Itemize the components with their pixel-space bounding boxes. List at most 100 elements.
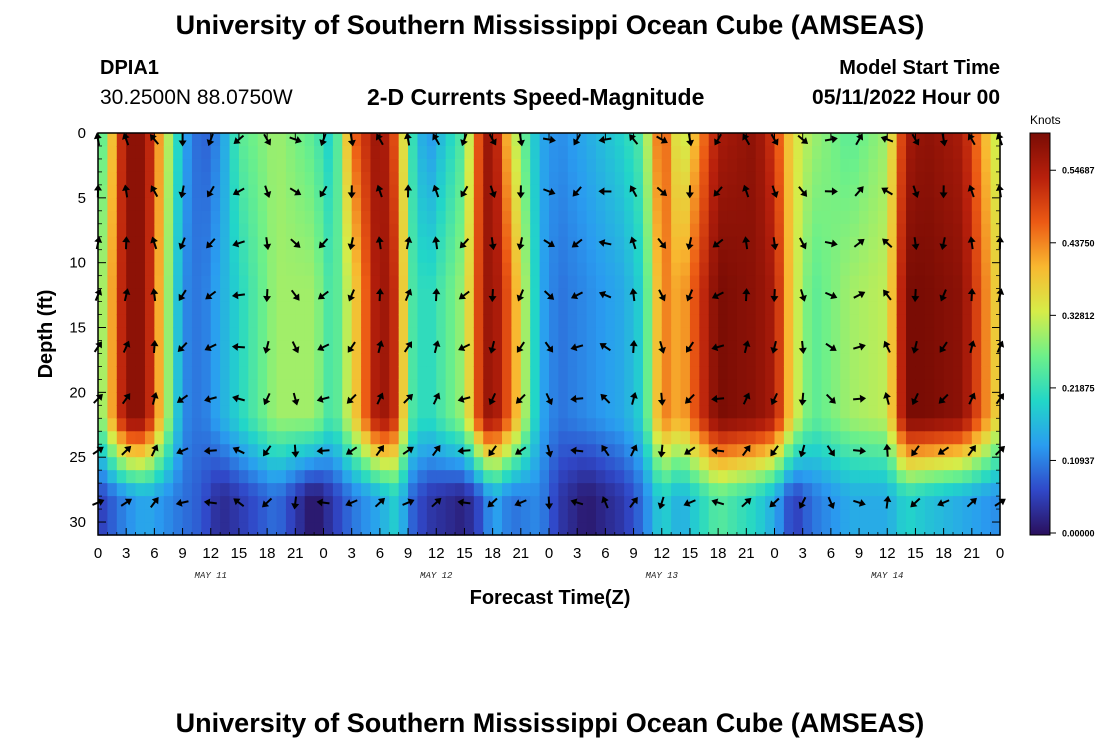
heatmap-cell: [361, 496, 372, 510]
heatmap-cell: [351, 275, 362, 290]
heatmap-cell: [934, 223, 945, 238]
heatmap-cell: [577, 314, 588, 329]
current-vector: [291, 392, 300, 406]
heatmap-cell: [276, 249, 287, 264]
heatmap-cell: [915, 431, 926, 445]
heatmap-cell: [98, 236, 108, 251]
heatmap-cell: [746, 223, 757, 238]
heatmap-cell: [238, 431, 249, 445]
heatmap-cell: [868, 288, 879, 303]
heatmap-cell: [614, 249, 625, 264]
heatmap-cell: [342, 314, 353, 329]
heatmap-cell: [595, 145, 606, 160]
heatmap-cell: [765, 133, 776, 147]
heatmap-cell: [689, 431, 700, 445]
heatmap-cell: [342, 405, 353, 419]
heatmap-cell: [924, 340, 935, 355]
heatmap-cell: [173, 133, 184, 147]
heatmap-cell: [98, 405, 108, 419]
heatmap-cell: [868, 223, 879, 238]
heatmap-cell: [595, 171, 606, 186]
heatmap-cell: [586, 353, 597, 368]
heatmap-cell: [492, 353, 503, 368]
heatmap-cell: [708, 133, 719, 147]
current-vector: [291, 444, 300, 458]
heatmap-cell: [652, 210, 663, 225]
heatmap-cell: [520, 262, 531, 277]
heatmap-cell: [896, 288, 907, 303]
heatmap-cell: [605, 457, 616, 471]
heatmap-cell: [840, 444, 851, 458]
heatmap-cell: [257, 405, 268, 419]
heatmap-cell: [821, 470, 832, 484]
heatmap-cell: [304, 444, 315, 458]
heatmap-cell: [990, 509, 1001, 523]
heatmap-cell: [201, 288, 212, 303]
heatmap-cell: [661, 379, 672, 393]
heatmap-cell: [144, 509, 155, 523]
heatmap-cell: [746, 457, 757, 471]
current-vector: [911, 133, 920, 146]
heatmap-cell: [314, 522, 325, 536]
heatmap-cell: [539, 249, 550, 264]
heatmap-cell: [351, 496, 362, 510]
heatmap-cell: [229, 262, 240, 277]
heatmap-cell: [680, 405, 691, 419]
current-vector: [516, 185, 525, 199]
heatmap-cell: [774, 457, 785, 471]
heatmap-cell: [812, 197, 823, 212]
current-vector: [657, 237, 667, 249]
heatmap-cell: [953, 483, 964, 497]
heatmap-cell: [783, 236, 794, 251]
heatmap-cell: [342, 171, 353, 186]
heatmap-cell: [962, 301, 973, 316]
heatmap-cell: [182, 314, 193, 329]
heatmap-cell: [765, 210, 776, 225]
heatmap-cell: [530, 262, 541, 277]
heatmap-cell: [718, 327, 729, 342]
heatmap-cell: [238, 197, 249, 212]
heatmap-cell: [342, 262, 353, 277]
heatmap-cell: [98, 353, 108, 368]
heatmap-cell: [642, 392, 653, 406]
heatmap-cell: [98, 288, 108, 303]
heatmap-cell: [924, 366, 935, 380]
heatmap-cell: [285, 522, 296, 536]
heatmap-cell: [877, 327, 888, 342]
heatmap-cell: [953, 249, 964, 264]
heatmap-cell: [285, 496, 296, 510]
heatmap-cell: [210, 353, 221, 368]
heatmap-cell: [990, 236, 1001, 251]
heatmap-cell: [567, 379, 578, 393]
heatmap-cell: [821, 457, 832, 471]
heatmap-cell: [671, 197, 682, 212]
x-tick-label: 0: [770, 545, 778, 562]
heatmap-cell: [511, 133, 522, 147]
heatmap-cell: [577, 405, 588, 419]
heatmap-cell: [877, 431, 888, 445]
current-vector: [826, 445, 835, 457]
heatmap-cell: [652, 405, 663, 419]
heatmap-cell: [689, 314, 700, 329]
heatmap-cell: [558, 379, 569, 393]
heatmap-cell: [924, 379, 935, 393]
heatmap-cell: [492, 327, 503, 342]
heatmap-cell: [163, 340, 174, 355]
heatmap-cell: [981, 418, 992, 432]
heatmap-cell: [379, 431, 390, 445]
heatmap-cell: [502, 379, 513, 393]
current-vector: [629, 497, 638, 508]
heatmap-cell: [962, 444, 973, 458]
heatmap-cell: [962, 249, 973, 264]
heatmap-cell: [859, 353, 870, 368]
heatmap-cell: [924, 275, 935, 290]
heatmap-cell: [708, 418, 719, 432]
heatmap-cell: [652, 275, 663, 290]
heatmap-cell: [971, 288, 982, 303]
heatmap-cell: [530, 431, 541, 445]
heatmap-cell: [135, 496, 146, 510]
heatmap-cell: [746, 133, 757, 147]
heatmap-cell: [126, 353, 137, 368]
heatmap-cell: [802, 340, 813, 355]
heatmap-cell: [314, 301, 325, 316]
